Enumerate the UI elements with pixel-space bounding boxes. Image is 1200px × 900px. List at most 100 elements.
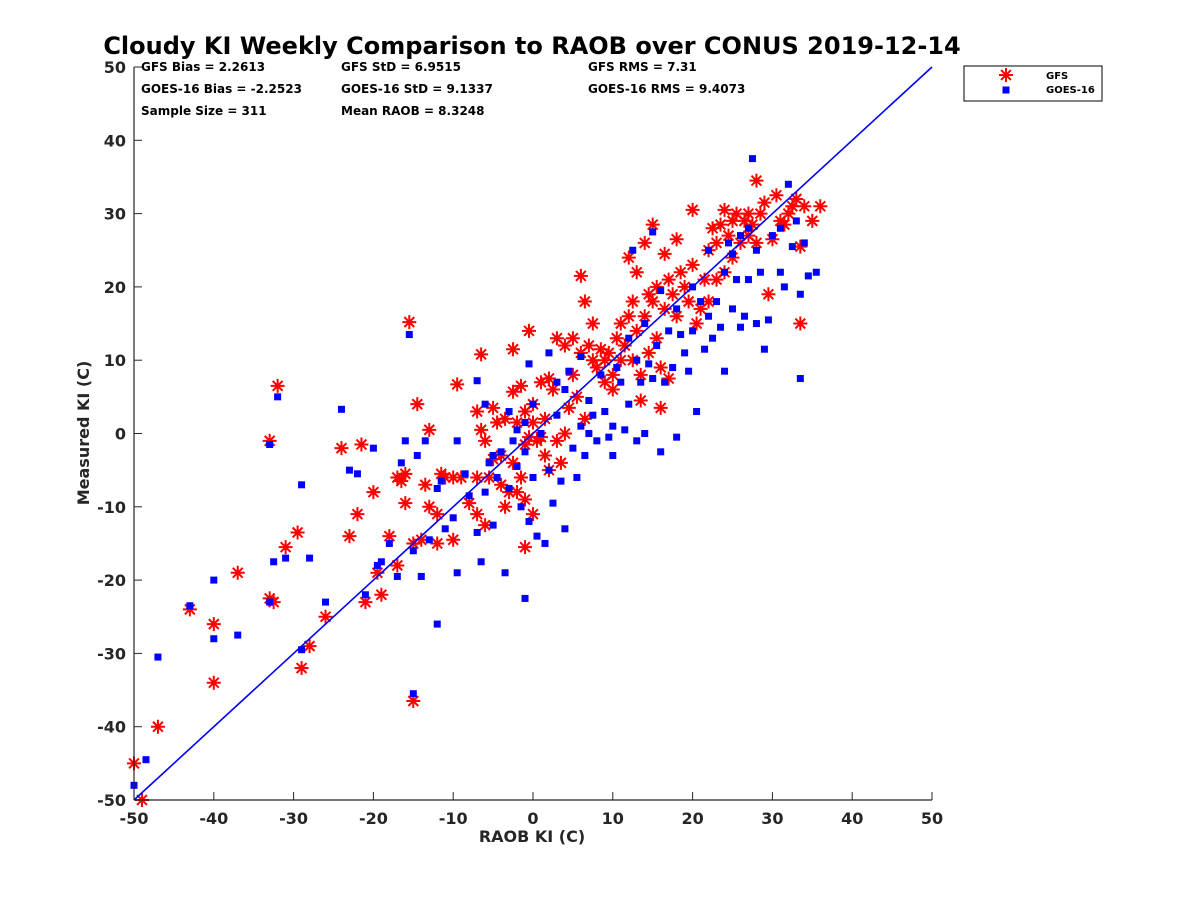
goes16-point: [489, 451, 497, 459]
gfs-point: [454, 470, 469, 485]
gfs-point: [761, 287, 776, 302]
gfs-point: [617, 338, 632, 353]
goes16-point: [577, 422, 585, 430]
gfs-point: [262, 433, 277, 448]
goes16-point: [545, 349, 553, 357]
y-tick-label: -20: [97, 571, 126, 590]
gfs-point: [769, 188, 784, 203]
gfs-point: [709, 235, 724, 250]
gfs-point: [490, 415, 505, 430]
goes16-point: [142, 756, 150, 764]
stat-mean-raob: Mean RAOB = 8.3248: [341, 104, 485, 118]
gfs-point: [813, 199, 828, 214]
goes16-point: [776, 268, 784, 276]
gfs-point: [625, 353, 640, 368]
gfs-point: [533, 430, 548, 445]
gfs-point: [649, 331, 664, 346]
gfs-point: [661, 371, 676, 386]
gfs-point: [629, 265, 644, 280]
gfs-point: [613, 316, 628, 331]
gfs-point: [693, 301, 708, 316]
gfs-point: [749, 173, 764, 188]
goes16-point: [621, 426, 629, 434]
gfs-point: [430, 507, 445, 522]
goes16-point: [649, 228, 657, 236]
goes16-point: [653, 342, 661, 350]
goes16-point: [717, 323, 725, 331]
x-tick-label: -40: [199, 809, 228, 828]
gfs-point: [470, 470, 485, 485]
gfs-point: [561, 400, 576, 415]
gfs-point: [657, 246, 672, 261]
goes16-point: [609, 422, 617, 430]
goes16-point: [729, 250, 736, 258]
gfs-point: [478, 518, 493, 533]
goes16-point: [505, 408, 513, 416]
goes16-point: [709, 334, 717, 342]
goes16-point: [465, 492, 473, 500]
gfs-point: [805, 213, 820, 228]
goes16-point: [397, 459, 405, 467]
plot-area: [127, 66, 933, 807]
goes16-point: [729, 305, 736, 313]
goes16-point: [529, 400, 537, 408]
goes16-point: [210, 576, 218, 584]
gfs-point: [777, 217, 792, 232]
gfs-point: [653, 400, 668, 415]
gfs-point: [446, 532, 461, 547]
gfs-point: [438, 470, 453, 485]
goes16-point: [385, 539, 393, 547]
goes16-point: [345, 466, 353, 474]
goes16-point: [641, 430, 649, 437]
goes16-point: [373, 561, 381, 569]
x-tick-label: -30: [279, 809, 308, 828]
gfs-point: [593, 342, 608, 357]
goes16-point: [677, 331, 685, 339]
goes16-point: [725, 239, 733, 247]
gfs-point: [657, 301, 672, 316]
gfs-point: [494, 477, 509, 492]
gfs-point: [290, 525, 305, 540]
gfs-point: [569, 389, 584, 404]
x-tick-label: -20: [359, 809, 388, 828]
gfs-point: [697, 272, 712, 287]
goes16-point: [361, 591, 369, 599]
gfs-point: [518, 492, 533, 507]
goes16-point: [669, 364, 677, 372]
gfs-point: [374, 587, 389, 602]
stats-block: GFS Bias = 2.2613 GFS StD = 6.9515 GFS R…: [141, 60, 745, 118]
gfs-point: [741, 206, 756, 221]
gfs-point: [725, 213, 740, 228]
gfs-point: [150, 719, 165, 734]
gfs-point: [677, 279, 692, 294]
gfs-point: [573, 345, 588, 360]
gfs-point: [785, 199, 800, 214]
goes16-point: [549, 499, 557, 507]
goes16-point: [501, 569, 509, 577]
legend-box: [963, 65, 1103, 102]
gfs-point: [518, 437, 533, 452]
gfs-point: [649, 279, 664, 294]
goes16-point: [505, 484, 513, 492]
goes16-point: [693, 408, 701, 416]
x-tick-label: 50: [921, 809, 943, 828]
gfs-point: [370, 565, 385, 580]
goes16-point: [565, 367, 573, 375]
goes16-point: [569, 444, 577, 452]
gfs-point: [382, 529, 397, 544]
gfs-point: [446, 470, 461, 485]
goes16-point: [573, 473, 581, 481]
axes: -50 -40 -30 -20 -10 0 10 20 30 40 50 -50 -40 -30 -20 -1…: [97, 58, 943, 828]
gfs-point: [506, 342, 521, 357]
goes16-point: [804, 272, 812, 280]
goes16-point: [649, 375, 657, 383]
goes16-point: [413, 451, 421, 459]
chart-title: Cloudy KI Weekly Comparison to RAOB over…: [103, 32, 960, 60]
goes16-point: [425, 536, 433, 544]
gfs-point: [629, 323, 644, 338]
goes16-point: [585, 397, 593, 405]
gfs-point: [637, 309, 652, 324]
legend-label-gfs: GFS: [1046, 71, 1068, 82]
y-tick-label: 30: [104, 205, 126, 224]
goes16-point: [705, 312, 713, 320]
